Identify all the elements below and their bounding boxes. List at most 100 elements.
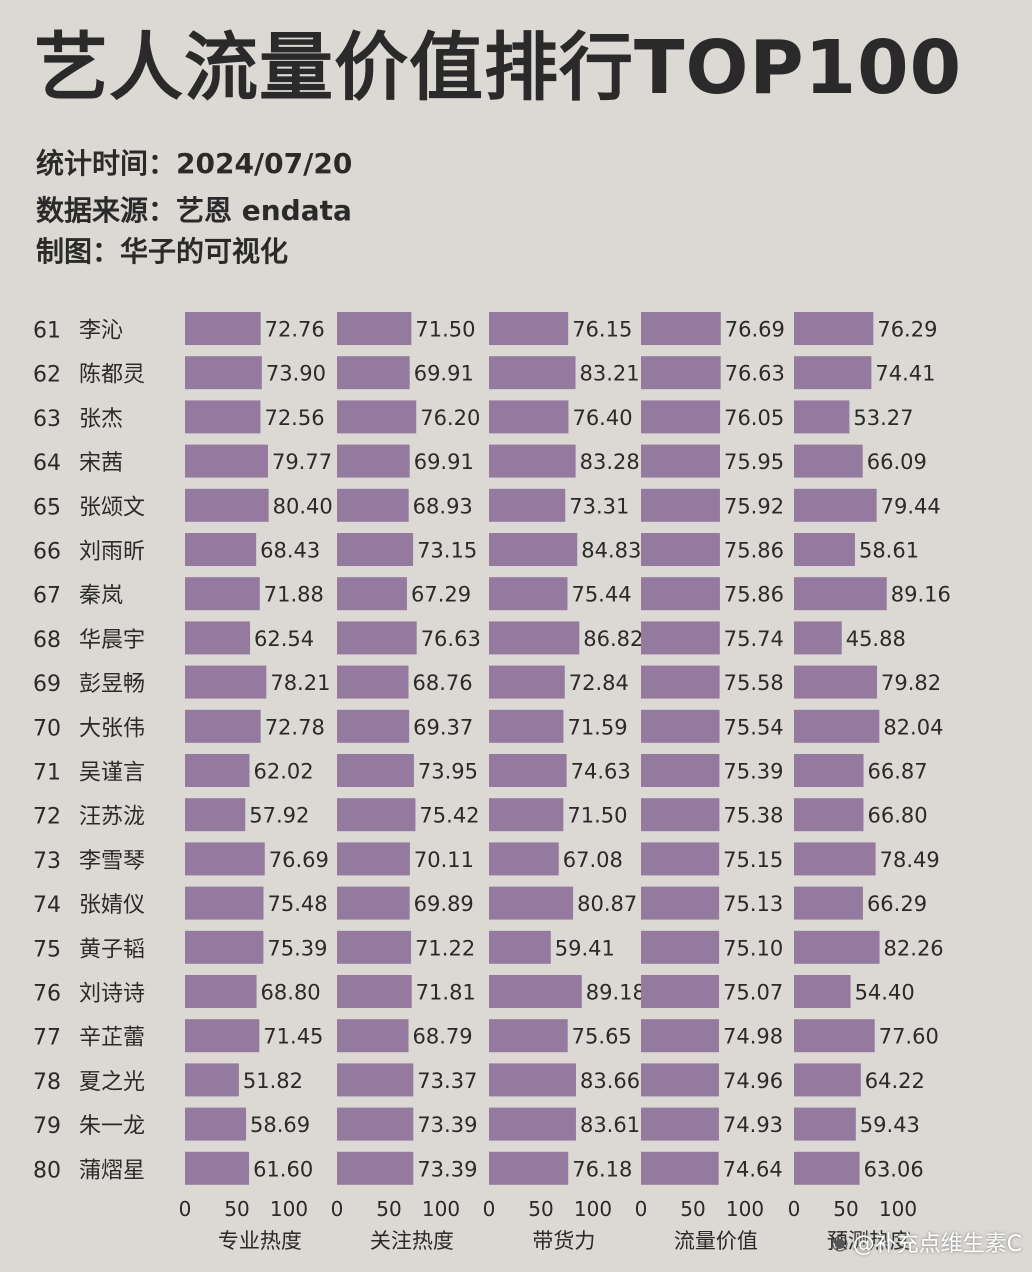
artist-name-label: 李沁 (79, 319, 123, 344)
bar (641, 709, 720, 743)
bar (794, 842, 876, 876)
bar (337, 709, 410, 743)
data-label: 67.08 (563, 848, 623, 872)
data-label: 66.87 (868, 760, 928, 784)
data-label: 70.11 (414, 848, 474, 872)
artist-name-label: 黄子韬 (79, 937, 145, 962)
bar (337, 444, 410, 478)
data-label: 59.43 (860, 1113, 920, 1137)
bar (337, 400, 417, 434)
data-label: 75.10 (723, 936, 783, 960)
data-label: 71.59 (567, 715, 627, 739)
data-label: 69.91 (414, 450, 474, 474)
data-label: 72.78 (265, 715, 325, 739)
bar (337, 930, 412, 964)
data-label: 83.28 (580, 450, 640, 474)
data-label: 74.64 (723, 1157, 783, 1181)
data-label: 80.87 (577, 892, 637, 916)
data-label: 68.76 (413, 671, 473, 695)
data-label: 73.95 (418, 760, 478, 784)
data-label: 59.41 (555, 936, 615, 960)
bar (337, 975, 412, 1008)
data-label: 74.93 (723, 1113, 783, 1137)
data-label: 54.40 (855, 981, 915, 1005)
bar (641, 577, 720, 611)
rank-label: 80 (33, 1158, 61, 1183)
bar (641, 444, 720, 478)
data-label: 75.38 (723, 804, 783, 828)
data-label: 75.39 (267, 936, 327, 960)
bar (185, 665, 267, 699)
watermark: ◉ @补充点维生素C (831, 1226, 1022, 1258)
data-label: 75.92 (724, 494, 784, 518)
artist-name-label: 张婧仪 (79, 893, 145, 918)
data-label: 63.06 (864, 1157, 924, 1181)
bar (641, 754, 720, 787)
artist-name-label: 秦岚 (79, 584, 123, 609)
data-label: 74.63 (571, 760, 631, 784)
bar (794, 1019, 875, 1053)
rank-label: 69 (33, 672, 61, 697)
bar (489, 1151, 569, 1185)
bar (489, 400, 569, 434)
artist-name-label: 吴谨言 (79, 761, 145, 786)
bar (185, 577, 260, 611)
rank-label: 75 (33, 937, 61, 962)
bar (337, 1107, 414, 1141)
data-label: 76.69 (725, 318, 785, 342)
bar (794, 1107, 856, 1141)
bar (337, 356, 410, 390)
rank-label: 71 (33, 761, 61, 786)
data-label: 75.86 (724, 539, 784, 563)
data-label: 75.39 (723, 760, 783, 784)
chart-title: 艺人流量价值排行TOP100 (34, 25, 963, 111)
data-label: 82.04 (883, 715, 943, 739)
bar (185, 930, 264, 964)
data-label: 76.18 (572, 1157, 632, 1181)
bar (185, 1063, 239, 1097)
x-tick-label: 0 (635, 1197, 648, 1221)
data-label: 76.40 (572, 406, 632, 430)
data-source: 数据来源：艺恩 endata (36, 194, 352, 227)
bar (489, 488, 566, 522)
artist-name-label: 彭昱畅 (79, 672, 145, 697)
bar (489, 842, 559, 876)
artist-name-label: 大张伟 (79, 716, 145, 741)
data-label: 79.44 (881, 494, 941, 518)
bar (185, 886, 264, 920)
artist-name-label: 朱一龙 (79, 1114, 145, 1139)
x-tick-label: 100 (879, 1197, 917, 1221)
bar (641, 975, 720, 1008)
bar (794, 356, 872, 390)
bar (489, 1019, 568, 1053)
bar (185, 1019, 260, 1053)
bar (489, 930, 551, 964)
bar (337, 621, 417, 655)
data-label: 71.45 (263, 1025, 323, 1049)
bar (641, 488, 720, 522)
x-tick-label: 100 (422, 1197, 460, 1221)
data-label: 89.16 (891, 583, 951, 607)
bar (794, 400, 850, 434)
bar (337, 312, 412, 345)
data-label: 51.82 (243, 1069, 303, 1093)
data-label: 71.50 (567, 804, 627, 828)
bar (794, 488, 877, 522)
data-label: 78.21 (270, 671, 330, 695)
data-label: 76.29 (877, 318, 937, 342)
data-label: 74.98 (723, 1025, 783, 1049)
data-label: 77.60 (879, 1025, 939, 1049)
panel-label: 专业热度 (218, 1229, 302, 1253)
bar (641, 798, 720, 832)
rank-label: 72 (33, 805, 61, 830)
bar (337, 577, 407, 611)
bar (794, 577, 887, 611)
panel-label: 流量价值 (674, 1229, 758, 1253)
data-label: 69.89 (414, 892, 474, 916)
data-label: 71.22 (415, 936, 475, 960)
data-label: 62.02 (254, 760, 314, 784)
data-label: 75.58 (724, 671, 784, 695)
bar (641, 621, 720, 655)
bar (794, 1063, 861, 1097)
